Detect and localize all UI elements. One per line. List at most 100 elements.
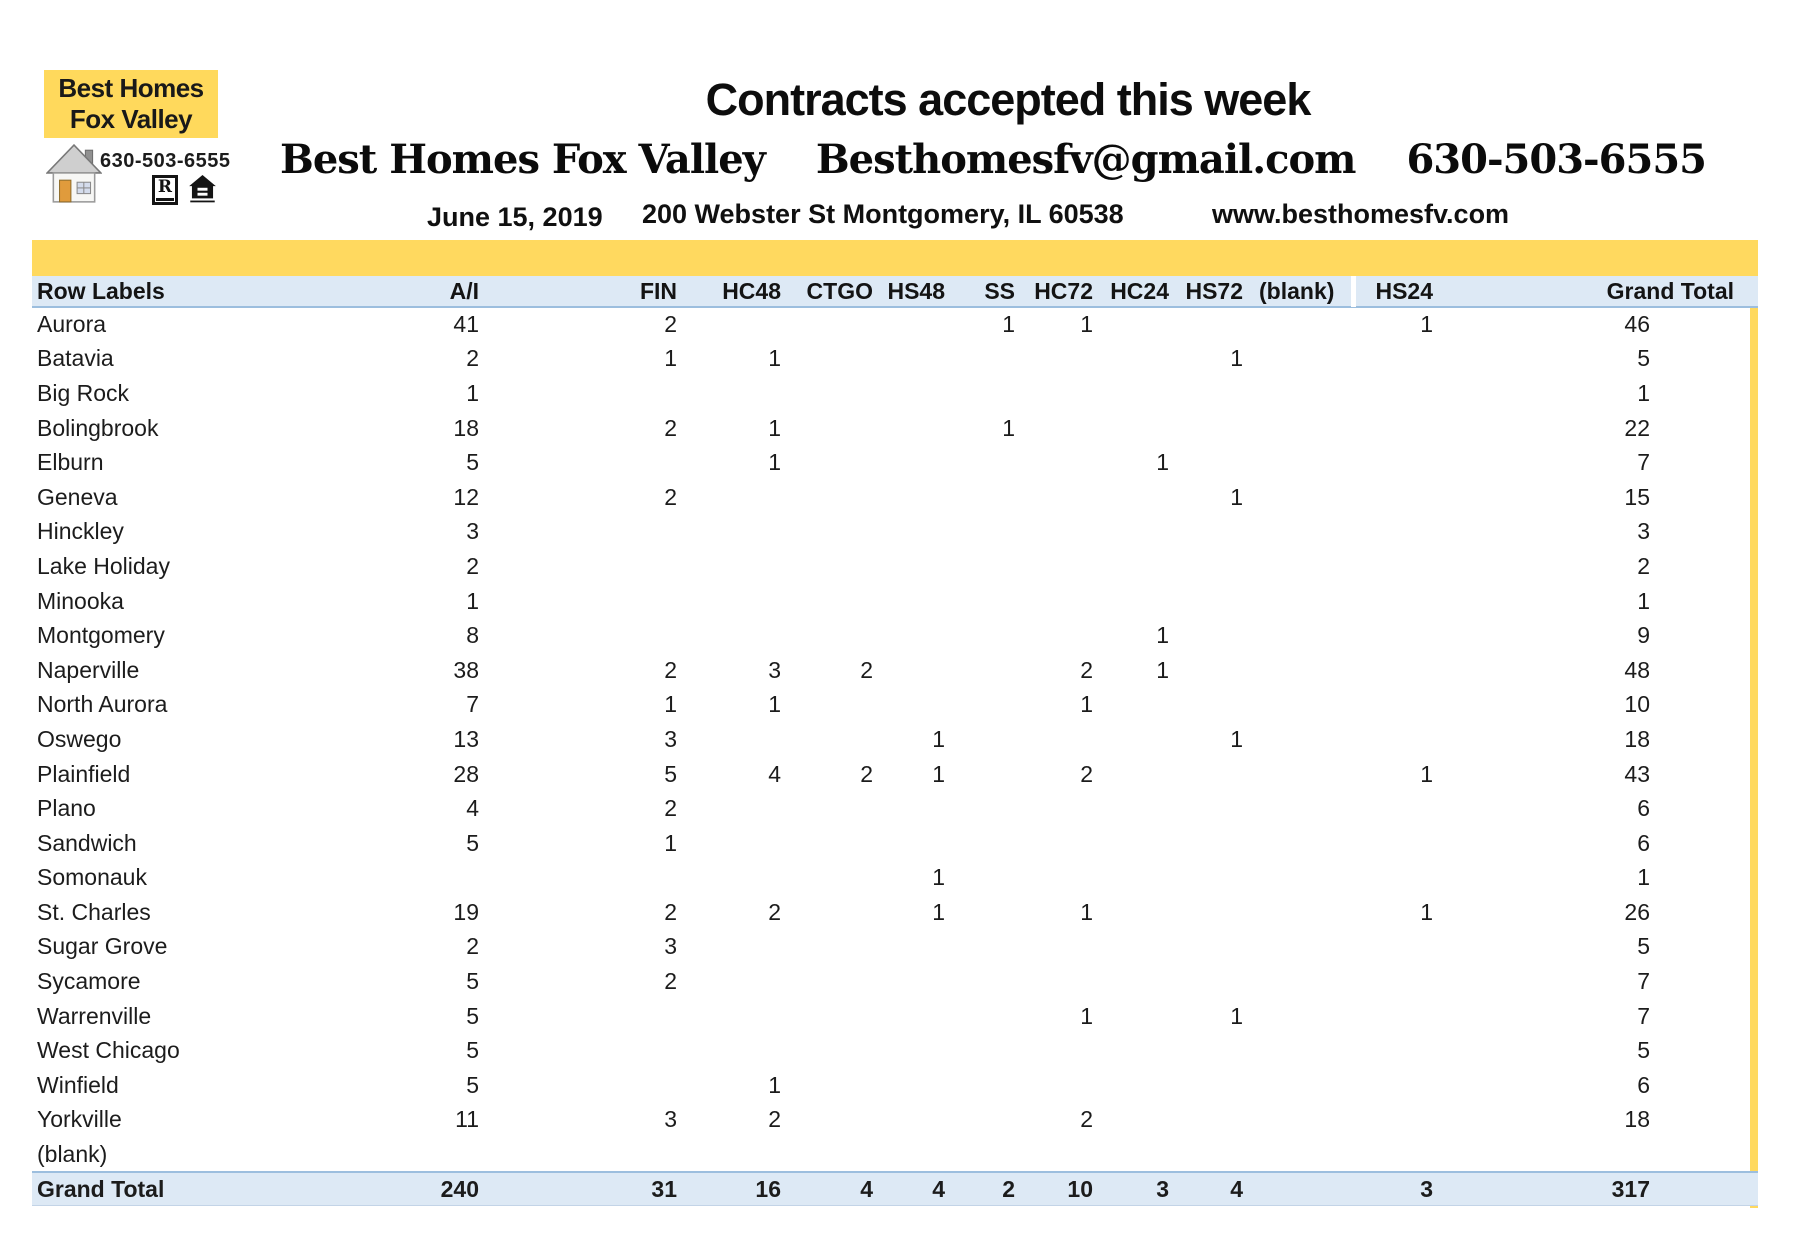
row-cell (789, 618, 881, 653)
row-cell (1177, 1068, 1251, 1103)
row-cell: 5 (1637, 345, 1650, 372)
row-cell: 46 (1624, 311, 1650, 338)
row-cell (1177, 757, 1251, 792)
row-cell (1023, 826, 1101, 861)
row-cell (1337, 376, 1441, 411)
row-cell (881, 411, 953, 446)
row-label: Naperville (37, 656, 140, 683)
row-cell (1337, 411, 1441, 446)
row-cell (1337, 653, 1441, 688)
row-cell (487, 999, 685, 1034)
row-cell (1101, 1137, 1177, 1172)
row-cell (881, 999, 953, 1034)
table-row: Sugar Grove 2 3 5 (32, 930, 1758, 965)
row-cell: 1 (1420, 898, 1433, 925)
row-cell: 6 (1637, 1071, 1650, 1098)
table-row: West Chicago 5 5 (32, 1033, 1758, 1068)
row-cell: 2 (1080, 760, 1093, 787)
row-cell (953, 861, 1023, 896)
table-row: Somonauk 1 1 (32, 861, 1758, 896)
row-cell (685, 307, 789, 342)
row-cell (881, 342, 953, 377)
grand-total-cell: 4 (789, 1170, 881, 1207)
row-label: Sandwich (37, 829, 137, 856)
row-cell (881, 584, 953, 619)
row-cell: 3 (664, 933, 677, 960)
grand-total-cell: 2 (953, 1170, 1023, 1207)
row-cell: 2 (860, 760, 873, 787)
row-cell (487, 618, 685, 653)
row-cell (1023, 445, 1101, 480)
row-cell: 41 (453, 311, 479, 338)
row-cell (881, 1137, 953, 1172)
row-cell (1101, 515, 1177, 550)
table-row: Plano 4 2 6 (32, 791, 1758, 826)
row-cell (789, 549, 881, 584)
table-row: Aurora 41 2 1 1 1 46 (32, 307, 1758, 342)
row-cell: 5 (1637, 1037, 1650, 1064)
grand-total-row: Grand Total 240 31 16 4 4 2 10 3 4 3 317 (32, 1170, 1758, 1207)
table-row: Yorkville 11 3 2 2 18 (32, 1103, 1758, 1138)
row-cell: 1 (1230, 725, 1243, 752)
table-row: Montgomery 8 1 9 (32, 618, 1758, 653)
row-cell: 48 (1624, 656, 1650, 683)
row-cell: 1 (664, 691, 677, 718)
row-cell (1177, 549, 1251, 584)
col-header-hc72: HC72 (1023, 276, 1101, 308)
row-cell: 2 (1080, 1106, 1093, 1133)
row-cell: 1 (932, 898, 945, 925)
row-cell (1101, 688, 1177, 723)
row-cell (1101, 895, 1177, 930)
row-cell (1023, 618, 1101, 653)
row-cell (1177, 826, 1251, 861)
table-row: Oswego 13 3 1 1 18 (32, 722, 1758, 757)
row-cell (685, 618, 789, 653)
row-cell (1101, 930, 1177, 965)
row-label: Warrenville (37, 1002, 152, 1029)
page-title: Contracts accepted this week (705, 74, 1312, 125)
row-cell (1177, 653, 1251, 688)
row-cell (1337, 826, 1441, 861)
row-cell (1023, 342, 1101, 377)
row-cell (487, 1137, 685, 1172)
company-logo: Best Homes Fox Valley (44, 70, 218, 138)
row-cell (881, 445, 953, 480)
row-cell (1251, 411, 1337, 446)
row-cell (1101, 480, 1177, 515)
grand-total-cell: 4 (881, 1170, 953, 1207)
row-cell: 5 (466, 968, 479, 995)
row-cell (1251, 1103, 1337, 1138)
row-cell (881, 930, 953, 965)
row-label: (blank) (37, 1140, 108, 1167)
row-cell: 11 (455, 1106, 479, 1133)
row-cell: 2 (664, 968, 677, 995)
row-cell: 2 (466, 345, 479, 372)
row-cell (377, 861, 487, 896)
row-cell (1337, 1103, 1441, 1138)
company-name: Best Homes Fox Valley (280, 136, 766, 183)
row-cell: 22 (1624, 414, 1650, 441)
company-line: Best Homes Fox Valley Besthomesfv@gmail.… (200, 136, 1786, 183)
row-cell (789, 999, 881, 1034)
row-cell (953, 1068, 1023, 1103)
row-cell (789, 342, 881, 377)
row-cell (881, 1068, 953, 1103)
row-label: Big Rock (37, 379, 130, 406)
row-cell (881, 618, 953, 653)
row-cell (1251, 688, 1337, 723)
row-label: Oswego (37, 725, 122, 752)
table-row: Geneva 12 2 1 15 (32, 480, 1758, 515)
row-cell (881, 964, 953, 999)
row-cell (881, 515, 953, 550)
table-top-band (32, 240, 1758, 276)
row-label: Batavia (37, 345, 114, 372)
grand-total-cell: 10 (1023, 1170, 1101, 1207)
row-cell (1101, 549, 1177, 584)
row-cell (1177, 515, 1251, 550)
row-cell (1101, 1068, 1177, 1103)
row-label: Aurora (37, 311, 107, 338)
row-cell: 43 (1624, 760, 1650, 787)
row-cell (1251, 930, 1337, 965)
row-cell (1251, 618, 1337, 653)
row-cell (1251, 376, 1337, 411)
